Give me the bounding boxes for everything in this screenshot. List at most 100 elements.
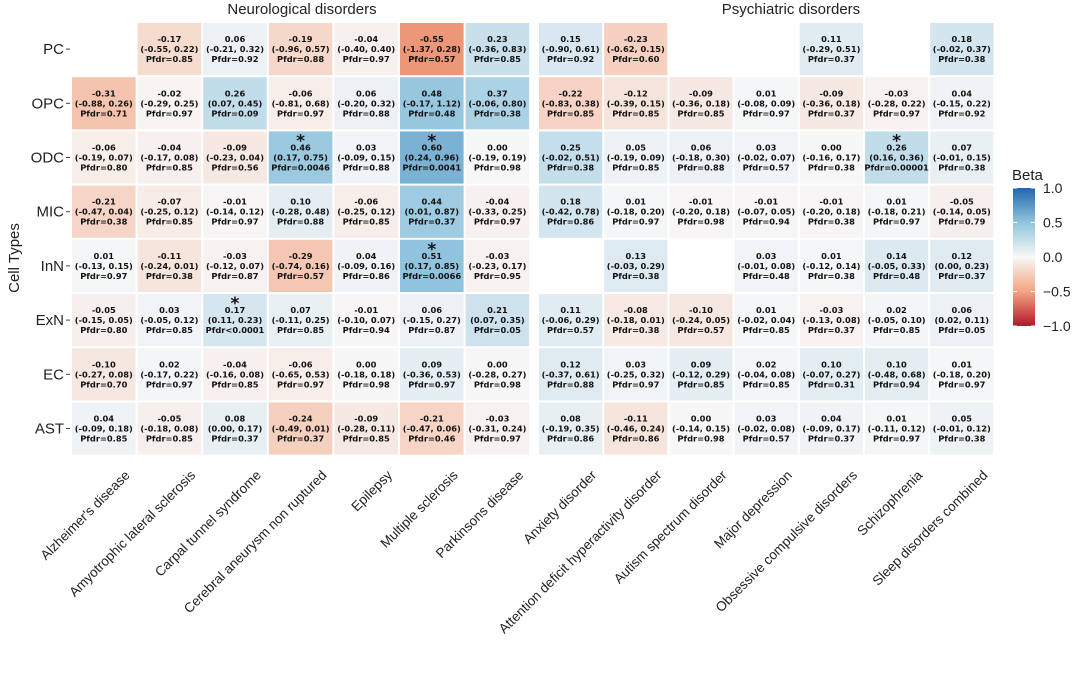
cell-ci-label: (-0.05, 0.12): [140, 315, 198, 325]
cell-tile: [865, 294, 929, 347]
heatmap-cell: 0.10(-0.28, 0.48)Pfdr=0.88: [268, 185, 333, 238]
cell-pfdr-label: Pfdr=0.85: [677, 379, 724, 389]
cell-tile: [400, 348, 464, 401]
heatmap-cell: 0.09(-0.12, 0.29)Pfdr=0.85: [669, 348, 733, 401]
cell-ci-label: (-0.12, 0.14): [802, 261, 860, 271]
cell-beta-label: -0.01: [354, 305, 378, 315]
heatmap-cell: -0.07(-0.25, 0.12)Pfdr=0.85: [137, 185, 202, 238]
heatmap-cell: 0.01(-0.18, 0.21)Pfdr=0.97: [865, 185, 929, 238]
cell-tile: [734, 239, 798, 292]
cell-tile: [268, 348, 333, 401]
cell-pfdr-label: Pfdr=0.0041: [402, 163, 461, 173]
cell-ci-label: (-0.36, 0.83): [468, 44, 526, 54]
color-legend: Beta 1.0 0.5 0.0 −0.5 −1.0: [1012, 167, 1071, 334]
cell-pfdr-label: Pfdr=0.97: [277, 108, 324, 118]
cell-ci-label: (-0.48, 0.68): [868, 369, 926, 379]
cell-pfdr-label: Pfdr=0.05: [938, 325, 985, 335]
cell-pfdr-label: Pfdr=0.88: [547, 379, 594, 389]
column-label: Carpal tunnel syndrome: [152, 468, 264, 580]
cell-ci-label: (-0.39, 0.15): [607, 98, 665, 108]
cell-ci-label: (0.00, 0.23): [935, 261, 990, 271]
cell-tile: [734, 348, 798, 401]
cell-tile: [400, 402, 464, 455]
cell-tile: [137, 294, 202, 347]
cell-ci-label: (0.01, 0.87): [405, 207, 460, 217]
cell-beta-label: -0.04: [354, 34, 378, 44]
cell-ci-label: (-0.83, 0.38): [542, 98, 600, 108]
cell-ci-label: (-0.08, 0.09): [737, 98, 795, 108]
heatmap-cell: -0.21(-0.47, 0.04)Pfdr=0.38: [72, 185, 136, 238]
cell-beta-label: -0.01: [819, 197, 843, 207]
cell-tile: [137, 77, 202, 130]
cell-beta-label: -0.11: [624, 414, 648, 424]
cell-beta-label: 0.15: [560, 34, 581, 44]
cell-tile: [137, 348, 202, 401]
heatmap-cell: 0.00(-0.28, 0.27)Pfdr=0.98: [465, 348, 530, 401]
heatmap-cell: 0.04(-0.09, 0.16)Pfdr=0.86: [334, 239, 398, 292]
cell-tile: [604, 23, 668, 76]
cell-ci-label: (-0.28, 0.22): [868, 98, 926, 108]
heatmap-cell: 0.11(-0.06, 0.29)Pfdr=0.57: [539, 294, 603, 347]
heatmap-cell: -0.09(-0.23, 0.04)Pfdr=0.56: [203, 131, 267, 184]
column-label: Sleep disorders combined: [870, 468, 991, 589]
cell-beta-label: -0.04: [223, 359, 247, 369]
cell-tile: [930, 239, 994, 292]
cell-tile: [137, 131, 202, 184]
cell-ci-label: (0.17, 0.75): [273, 153, 328, 163]
heatmap-cell: -0.04(-0.17, 0.08)Pfdr=0.85: [137, 131, 202, 184]
cell-ci-label: (-0.47, 0.06): [403, 424, 461, 434]
cell-tile: [72, 185, 136, 238]
cell-tile: [930, 23, 994, 76]
cell-beta-label: 0.18: [560, 197, 581, 207]
cell-ci-label: (-0.23, 0.04): [206, 153, 264, 163]
cell-ci-label: (-0.49, 0.01): [272, 424, 330, 434]
cell-pfdr-label: Pfdr=0.80: [80, 325, 127, 335]
cell-beta-label: 0.03: [756, 414, 777, 424]
cell-tile: [203, 294, 267, 347]
heatmap-cell: -0.01(-0.14, 0.12)Pfdr=0.97: [203, 185, 267, 238]
heatmap-cell: -0.03(-0.23, 0.17)Pfdr=0.95: [465, 239, 530, 292]
cell-beta-label: 0.04: [356, 251, 377, 261]
cell-tile: [203, 402, 267, 455]
cell-tile: [539, 348, 603, 401]
cell-pfdr-label: Pfdr=0.98: [474, 163, 521, 173]
heatmap-cell: -0.01(-0.20, 0.18)Pfdr=0.98: [669, 185, 733, 238]
heatmap-cell: 0.18(-0.02, 0.37)Pfdr=0.38: [930, 23, 994, 76]
heatmap-cell: 0.06(-0.15, 0.27)Pfdr=0.87: [400, 294, 464, 347]
cell-beta-label: 0.09: [691, 359, 712, 369]
cell-ci-label: (-0.20, 0.18): [672, 207, 730, 217]
cell-pfdr-label: Pfdr=0.38: [80, 217, 127, 227]
cell-ci-label: (-0.01, 0.12): [933, 424, 991, 434]
cell-tile: [799, 23, 863, 76]
cell-tile: [400, 185, 464, 238]
cell-beta-label: -0.21: [92, 197, 116, 207]
cell-beta-label: 0.04: [952, 88, 973, 98]
cell-pfdr-label: Pfdr=0.38: [612, 271, 659, 281]
cell-ci-label: (-0.07, 0.27): [802, 369, 860, 379]
cell-beta-label: -0.03: [819, 305, 843, 315]
cell-pfdr-label: Pfdr=0.85: [873, 325, 920, 335]
heatmap-cell: 0.11(-0.29, 0.51)Pfdr=0.37: [799, 23, 863, 76]
cell-pfdr-label: Pfdr=0.37: [211, 434, 258, 444]
heatmap-cell: 0.44(0.01, 0.87)Pfdr=0.37: [400, 185, 464, 238]
heatmap-cell: 0.10(-0.07, 0.27)Pfdr=0.31: [799, 348, 863, 401]
cell-ci-label: (-0.02, 0.07): [737, 153, 795, 163]
heatmap-cell: 0.06(-0.20, 0.32)Pfdr=0.88: [334, 77, 398, 130]
cell-pfdr-label: Pfdr=0.97: [146, 108, 193, 118]
cell-tile: [465, 131, 530, 184]
cell-ci-label: (-0.18, 0.01): [607, 315, 665, 325]
cell-tile: [203, 348, 267, 401]
cell-tile: [268, 131, 333, 184]
heatmap-cell: 0.00(-0.14, 0.15)Pfdr=0.98: [669, 402, 733, 455]
cell-pfdr-label: Pfdr=0.97: [277, 379, 324, 389]
heatmap-cell: 0.02(-0.17, 0.22)Pfdr=0.97: [137, 348, 202, 401]
cell-beta-label: -0.01: [754, 197, 778, 207]
cell-pfdr-label: Pfdr=0.37: [277, 434, 324, 444]
cell-beta-label: 0.03: [356, 143, 377, 153]
cell-pfdr-label: Pfdr=0.88: [343, 163, 390, 173]
cell-ci-label: (0.02, 0.11): [935, 315, 990, 325]
cell-pfdr-label: Pfdr=0.09: [211, 108, 258, 118]
heatmap-cell: -0.10(-0.27, 0.08)Pfdr=0.70: [72, 348, 136, 401]
heatmap-cell: -0.06(-0.81, 0.68)Pfdr=0.97: [268, 77, 333, 130]
cell-pfdr-label: Pfdr=0.85: [612, 163, 659, 173]
